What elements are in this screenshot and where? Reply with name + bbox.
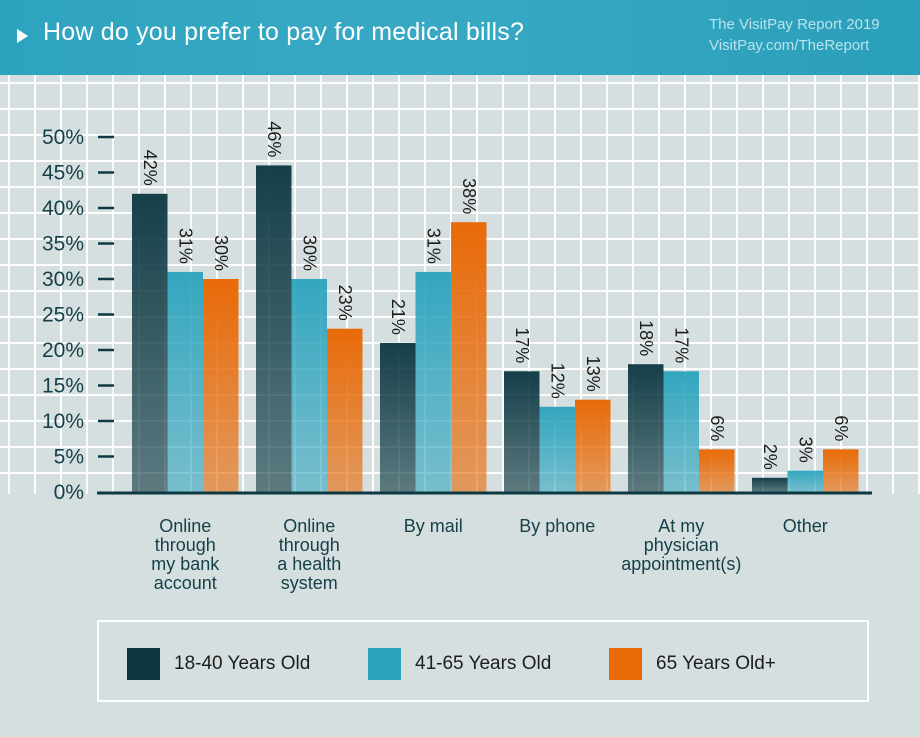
value-label: 31% (175, 228, 195, 264)
value-label: 30% (299, 235, 319, 271)
bar-2-cat-3 (415, 271, 451, 492)
x-category-label: At my physician appointment(s) (621, 517, 741, 574)
play-arrow-icon (17, 29, 28, 43)
legend-item-18-40: 18-40 Years Old (127, 648, 310, 680)
x-category-label-line: system (280, 573, 338, 593)
bar-3-cat-6 (823, 449, 859, 492)
x-category-label-line: through (278, 535, 340, 555)
bar-1-cat-2 (256, 165, 292, 492)
x-category-label-line: a health (277, 554, 342, 574)
bar-3-cat-5 (699, 449, 735, 492)
y-tick-label: 0% (54, 481, 84, 504)
bar-3-cat-4 (575, 399, 611, 492)
value-label: 21% (388, 299, 408, 335)
x-category-label-line: appointment(s) (621, 554, 742, 574)
y-tick-label: 30% (42, 268, 84, 291)
legend: 18-40 Years Old 41-65 Years Old 65 Years… (97, 620, 869, 702)
x-category-label-line: my bank (151, 554, 220, 574)
x-category-label-line: Online (159, 516, 212, 536)
y-tick-label: 45% (42, 162, 84, 185)
value-label: 2% (760, 444, 780, 470)
bar-3-cat-3 (451, 222, 487, 492)
x-category-label: By mail (373, 517, 493, 536)
source-credit: The VisitPay Report 2019 VisitPay.com/Th… (709, 14, 880, 56)
legend-item-41-65: 41-65 Years Old (368, 648, 551, 680)
x-category-label-line: physician (643, 535, 719, 555)
bar-3-cat-2 (327, 328, 363, 492)
y-tick-label: 25% (42, 304, 84, 327)
chart-title: How do you prefer to pay for medical bil… (43, 18, 525, 46)
legend-item-65-plus: 65 Years Old+ (609, 648, 776, 680)
x-category-label: Online through a health system (249, 517, 369, 593)
y-tick-label: 10% (42, 410, 84, 433)
source-line-url: VisitPay.com/TheReport (709, 37, 870, 54)
bar-1-cat-3 (380, 342, 416, 492)
value-label: 42% (140, 150, 160, 186)
legend-label: 65 Years Old+ (656, 653, 776, 674)
bar-1-cat-4 (504, 371, 540, 492)
x-category-label-line: Other (782, 516, 828, 536)
value-label: 12% (547, 363, 567, 399)
legend-swatch (127, 648, 160, 680)
value-label: 23% (335, 285, 355, 321)
x-category-label: Online through my bank account (125, 517, 245, 593)
value-label: 3% (795, 437, 815, 463)
y-tick-label: 20% (42, 339, 84, 362)
value-label: 18% (636, 320, 656, 356)
value-label: 30% (211, 235, 231, 271)
bar-1-cat-5 (628, 364, 664, 492)
bar-2-cat-5 (663, 371, 699, 492)
y-tick-label: 5% (54, 446, 84, 469)
y-tick-label: 15% (42, 375, 84, 398)
x-category-label: Other (745, 517, 865, 536)
value-label: 6% (707, 415, 727, 441)
value-label: 46% (264, 121, 284, 157)
value-label: 17% (671, 327, 691, 363)
legend-label: 18-40 Years Old (174, 653, 311, 674)
legend-label: 41-65 Years Old (415, 653, 552, 674)
x-category-label-line: through (154, 535, 216, 555)
bars-group (132, 165, 859, 493)
bar-1-cat-1 (132, 193, 168, 493)
y-tick-label: 40% (42, 197, 84, 220)
y-tick-label: 35% (42, 233, 84, 256)
y-tick-label: 50% (42, 126, 84, 149)
x-category-label-line: At my (658, 516, 705, 536)
legend-swatch (609, 648, 642, 680)
value-label: 13% (583, 356, 603, 392)
value-labels-group: 42% 31% 30% 46% 30% 23% 21% 31% 38% 17% 12% 13% 18% 1… (140, 121, 851, 469)
header-banner: How do you prefer to pay for medical bil… (0, 0, 920, 75)
source-line-report: The VisitPay Report 2019 (709, 16, 880, 33)
bar-3-cat-1 (203, 279, 239, 492)
bar-2-cat-2 (291, 279, 327, 492)
x-category-label-line: By mail (403, 516, 463, 536)
value-label: 6% (831, 415, 851, 441)
x-category-label-line: account (153, 573, 217, 593)
bar-2-cat-1 (167, 271, 203, 492)
y-axis: 0% 5% 10% 15% 20% 25% 30% 35% 40% 45% 50% (42, 126, 114, 504)
value-label: 31% (423, 228, 443, 264)
x-category-label: By phone (497, 517, 617, 536)
bar-2-cat-4 (539, 406, 575, 492)
bar-2-cat-6 (787, 470, 823, 492)
bar-1-cat-6 (752, 477, 788, 492)
x-category-label-line: By phone (519, 516, 596, 536)
legend-swatch (368, 648, 401, 680)
value-label: 38% (459, 178, 479, 214)
value-label: 17% (512, 327, 532, 363)
x-category-label-line: Online (283, 516, 336, 536)
